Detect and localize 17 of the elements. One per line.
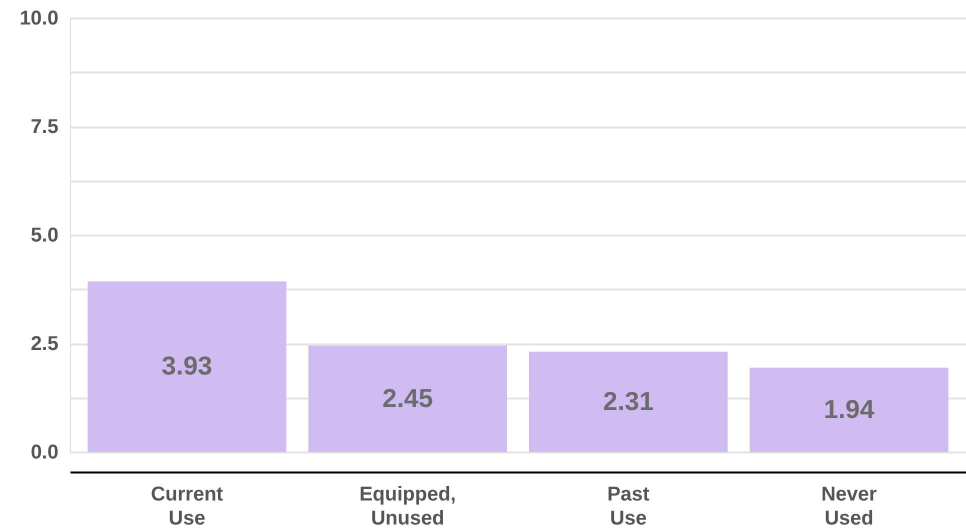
data-label: 1.94 — [824, 394, 875, 424]
x-tick-label: Past Use — [607, 484, 650, 530]
x-tick-label: Never Used — [821, 484, 878, 530]
bar — [88, 281, 286, 452]
data-label: 3.93 — [162, 350, 212, 381]
x-tick-label: Current Use — [150, 484, 224, 530]
bar — [308, 346, 507, 452]
bar — [750, 368, 948, 452]
x-tick-label: Equipped, Unused — [359, 484, 456, 530]
y-tick-label: 10.0 — [20, 8, 58, 30]
y-tick-label: 5.0 — [30, 224, 58, 246]
data-label: 2.45 — [382, 382, 433, 413]
y-tick-label: 0.0 — [30, 442, 58, 464]
bar — [529, 352, 728, 452]
y-tick-label: 7.5 — [30, 116, 58, 138]
y-tick-label: 2.5 — [30, 333, 58, 355]
data-label: 2.31 — [603, 386, 654, 416]
